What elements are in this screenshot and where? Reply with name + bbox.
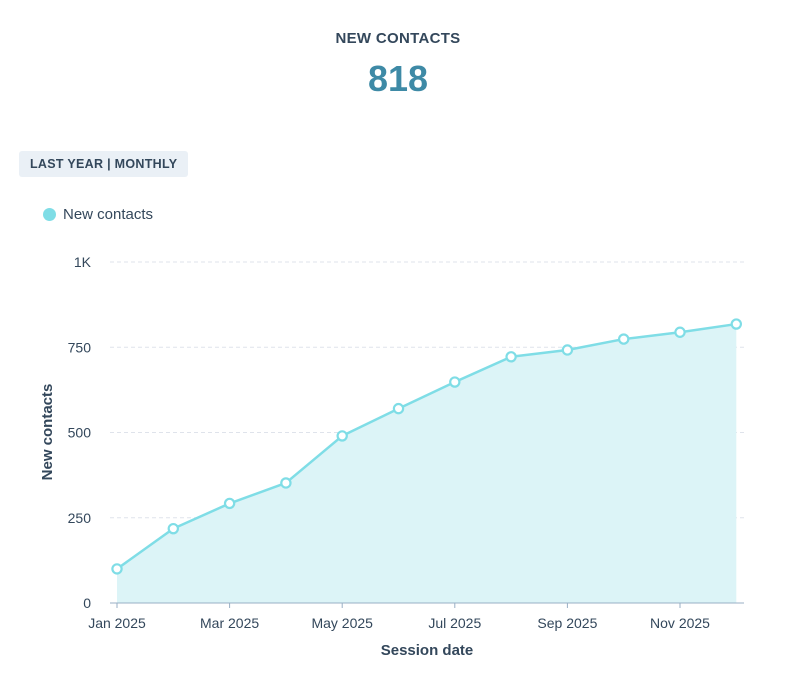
data-point[interactable] (392, 402, 405, 415)
y-tick-label: 0 (83, 595, 91, 611)
y-tick-label: 750 (68, 339, 92, 355)
data-point[interactable] (111, 563, 123, 575)
data-point[interactable] (167, 522, 179, 535)
x-axis-ticks: Jan 2025 Mar 2025 May 2025 Jul 2025 Sep 2025… (88, 603, 710, 631)
kpi-title: NEW CONTACTS (335, 30, 461, 47)
x-axis-title: Session date (381, 642, 474, 659)
data-point[interactable] (730, 318, 743, 330)
kpi-value: 818 (367, 58, 429, 99)
x-tick-label: Jul 2025 (428, 615, 481, 631)
x-tick-label: Jan 2025 (88, 615, 146, 631)
series-area (117, 324, 737, 603)
data-point[interactable] (336, 430, 348, 442)
data-point[interactable] (674, 326, 686, 338)
series-line (115, 322, 738, 571)
x-tick-label: May 2025 (311, 615, 373, 631)
data-point[interactable] (561, 344, 574, 356)
x-tick-label: Nov 2025 (650, 615, 710, 631)
data-point[interactable] (280, 477, 292, 489)
series-area-fill (117, 324, 737, 603)
data-point[interactable] (505, 351, 517, 363)
series-line-group (115, 322, 738, 571)
y-axis-title: New contacts (39, 384, 56, 481)
legend-label: New contacts (63, 205, 154, 223)
data-point[interactable] (223, 497, 236, 510)
data-point[interactable] (618, 333, 630, 345)
series-points[interactable] (111, 318, 743, 575)
filter-tag[interactable]: LAST YEAR | MONTHLY (19, 151, 189, 177)
legend-dot-icon (43, 207, 56, 221)
x-tick-label: Mar 2025 (200, 615, 259, 631)
y-tick-label: 500 (68, 425, 92, 441)
data-point[interactable] (449, 376, 461, 388)
y-tick-label: 1K (74, 254, 92, 270)
legend[interactable]: New contacts (43, 204, 153, 224)
y-tick-label: 250 (68, 510, 92, 526)
y-axis-ticks: 0 250 500 750 1K (68, 254, 92, 611)
x-tick-label: Sep 2025 (537, 615, 597, 631)
